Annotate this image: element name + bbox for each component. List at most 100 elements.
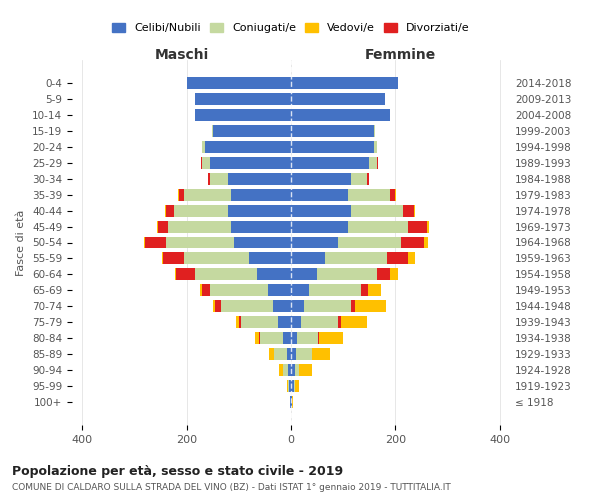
Bar bbox=[187, 76, 291, 88]
Bar bbox=[291, 332, 297, 344]
Bar bbox=[291, 284, 309, 296]
Bar bbox=[259, 332, 260, 344]
Bar bbox=[388, 252, 409, 264]
Bar bbox=[210, 172, 229, 184]
Bar bbox=[169, 220, 231, 232]
Bar bbox=[295, 380, 299, 392]
Bar bbox=[291, 396, 292, 408]
Bar bbox=[296, 348, 312, 360]
Text: Popolazione per età, sesso e stato civile - 2019: Popolazione per età, sesso e stato civil… bbox=[12, 465, 343, 478]
Bar bbox=[166, 236, 233, 248]
Bar bbox=[291, 348, 296, 360]
Bar bbox=[268, 284, 291, 296]
Bar bbox=[274, 348, 287, 360]
Bar bbox=[287, 380, 288, 392]
Bar bbox=[175, 268, 176, 280]
Bar bbox=[369, 156, 377, 168]
Bar bbox=[184, 252, 249, 264]
Bar bbox=[309, 284, 361, 296]
Bar bbox=[260, 332, 283, 344]
Bar bbox=[355, 300, 386, 312]
Bar bbox=[291, 316, 301, 328]
Bar bbox=[202, 140, 205, 152]
Bar bbox=[368, 284, 380, 296]
Bar bbox=[291, 300, 304, 312]
Bar bbox=[215, 300, 221, 312]
Bar bbox=[424, 236, 428, 248]
Bar bbox=[390, 188, 395, 200]
Bar bbox=[295, 364, 299, 376]
Bar bbox=[390, 268, 398, 280]
Bar bbox=[299, 364, 313, 376]
Bar bbox=[312, 348, 330, 360]
Bar bbox=[173, 204, 229, 216]
Bar bbox=[278, 316, 291, 328]
Bar bbox=[291, 268, 317, 280]
Legend: Celibi/Nubili, Coniugati/e, Vedovi/e, Divorziati/e: Celibi/Nubili, Coniugati/e, Vedovi/e, Di… bbox=[108, 18, 474, 38]
Bar bbox=[338, 236, 401, 248]
Bar bbox=[341, 316, 367, 328]
Bar bbox=[241, 316, 278, 328]
Bar bbox=[291, 220, 349, 232]
Bar bbox=[162, 252, 163, 264]
Bar bbox=[229, 204, 291, 216]
Bar bbox=[231, 220, 291, 232]
Bar bbox=[157, 220, 158, 232]
Bar bbox=[413, 204, 415, 216]
Bar bbox=[194, 268, 257, 280]
Bar bbox=[144, 236, 145, 248]
Bar bbox=[202, 156, 210, 168]
Bar bbox=[283, 364, 289, 376]
Bar bbox=[194, 108, 291, 120]
Bar bbox=[291, 172, 351, 184]
Y-axis label: Fasce di età: Fasce di età bbox=[16, 210, 26, 276]
Bar bbox=[158, 220, 169, 232]
Bar bbox=[349, 188, 390, 200]
Bar bbox=[291, 380, 293, 392]
Bar bbox=[427, 220, 429, 232]
Bar bbox=[289, 364, 291, 376]
Bar bbox=[273, 300, 291, 312]
Bar bbox=[304, 300, 351, 312]
Bar bbox=[210, 284, 268, 296]
Bar bbox=[292, 396, 293, 408]
Bar bbox=[212, 124, 213, 136]
Bar bbox=[291, 364, 295, 376]
Bar bbox=[403, 204, 413, 216]
Bar bbox=[301, 316, 338, 328]
Bar bbox=[288, 380, 289, 392]
Bar bbox=[338, 316, 341, 328]
Bar bbox=[205, 140, 291, 152]
Bar bbox=[351, 172, 367, 184]
Bar bbox=[184, 188, 231, 200]
Text: Femmine: Femmine bbox=[365, 48, 436, 62]
Bar bbox=[291, 156, 369, 168]
Bar bbox=[317, 268, 377, 280]
Bar bbox=[349, 220, 409, 232]
Bar bbox=[269, 348, 274, 360]
Bar bbox=[293, 380, 295, 392]
Bar bbox=[291, 204, 351, 216]
Bar bbox=[291, 188, 349, 200]
Bar bbox=[297, 332, 318, 344]
Bar bbox=[210, 156, 291, 168]
Bar bbox=[319, 332, 343, 344]
Text: COMUNE DI CALDARO SULLA STRADA DEL VINO (BZ) - Dati ISTAT 1° gennaio 2019 - TUTT: COMUNE DI CALDARO SULLA STRADA DEL VINO … bbox=[12, 482, 451, 492]
Bar bbox=[291, 236, 338, 248]
Bar bbox=[221, 300, 273, 312]
Bar bbox=[377, 268, 390, 280]
Bar bbox=[374, 124, 376, 136]
Bar bbox=[163, 252, 184, 264]
Bar bbox=[213, 124, 291, 136]
Bar bbox=[287, 348, 291, 360]
Bar bbox=[318, 332, 319, 344]
Bar bbox=[401, 236, 424, 248]
Bar bbox=[202, 284, 210, 296]
Bar bbox=[374, 140, 377, 152]
Bar bbox=[233, 236, 291, 248]
Bar bbox=[351, 300, 355, 312]
Bar bbox=[283, 332, 291, 344]
Bar bbox=[176, 268, 194, 280]
Bar bbox=[229, 172, 291, 184]
Bar bbox=[236, 316, 239, 328]
